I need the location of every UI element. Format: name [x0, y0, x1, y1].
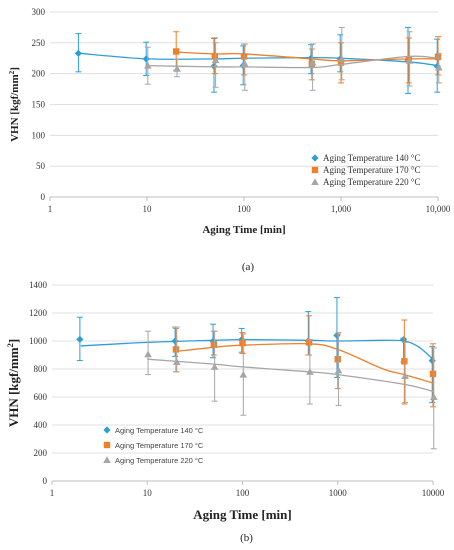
data-point [241, 60, 249, 67]
x-tick-label: 10000 [422, 488, 445, 498]
data-point [338, 55, 346, 62]
y-tick-label: 150 [32, 100, 46, 110]
data-point [240, 53, 248, 60]
y-tick-label: 0 [43, 476, 48, 486]
y-tick-label: 300 [32, 7, 46, 17]
data-point [209, 337, 217, 345]
x-tick-label: 1 [48, 204, 53, 214]
legend-entry: Aging Temperature 140 °C [323, 153, 421, 163]
legend-marker [103, 456, 111, 463]
legend-marker [311, 166, 319, 174]
y-tick-label: 250 [32, 38, 46, 48]
data-point [239, 339, 246, 347]
x-axis-label: Aging Time [min] [193, 507, 291, 522]
data-point [401, 372, 409, 379]
y-axis-label-close: ] [9, 67, 21, 71]
y-tick-label: 1000 [29, 336, 48, 346]
x-tick-label: 1 [50, 488, 55, 498]
y-tick-label: 200 [34, 448, 48, 458]
data-point [405, 56, 414, 64]
legend-entry: Aging Temperature 220 °C [323, 177, 421, 187]
data-point [211, 53, 219, 60]
y-tick-label: 800 [34, 364, 48, 374]
x-axis-label: Aging Time [min] [202, 224, 285, 236]
x-tick-label: 10 [143, 488, 153, 498]
data-point [74, 49, 82, 57]
y-axis-label: VHN [kgf/mm2] [8, 67, 21, 142]
data-point [401, 358, 408, 365]
data-point [306, 368, 314, 375]
data-point [172, 358, 181, 365]
y-tick-label: 200 [32, 69, 46, 79]
legend-entry: Aging Temperature 220 °C [115, 456, 204, 465]
trendline [146, 55, 439, 69]
data-point [429, 370, 437, 378]
data-point [239, 370, 248, 378]
caption: (a) [242, 261, 255, 273]
data-point [210, 363, 219, 370]
legend-entry: Aging Temperature 140 °C [115, 426, 204, 435]
x-tick-label: 100 [236, 488, 250, 498]
legend-entry: Aging Temperature 170 °C [115, 441, 204, 450]
data-point [334, 356, 341, 363]
data-point [76, 335, 84, 343]
x-tick-label: 1000 [329, 488, 348, 498]
x-tick-label: 10,000 [426, 204, 451, 214]
chart-a: 0 50 100 150 200 250 300 1 10 100 1,000 10,000 Aging… [8, 7, 451, 273]
y-axis-label: VHN [kgf/mm2] [5, 339, 21, 427]
data-point [172, 48, 180, 55]
data-point [308, 58, 317, 66]
data-point [434, 53, 442, 61]
legend-marker [103, 441, 111, 449]
legend-marker [103, 426, 111, 434]
data-point [399, 336, 408, 344]
y-tick-label: 400 [34, 420, 48, 430]
caption: (b) [240, 532, 253, 544]
y-axis-label-text: VHN [kgf/mm [9, 74, 21, 142]
series-1 [76, 297, 436, 404]
legend-marker [311, 154, 319, 162]
y-tick-label: 1400 [29, 280, 48, 290]
data-point [210, 341, 218, 348]
series-3 [144, 26, 443, 91]
data-point [430, 393, 438, 400]
x-tick-label: 100 [237, 204, 251, 214]
data-point [337, 59, 345, 66]
y-axis-label-sup: 2 [8, 70, 16, 74]
data-point [172, 346, 180, 353]
data-point [305, 339, 313, 346]
y-tick-label: 50 [36, 161, 46, 171]
data-point [144, 61, 152, 69]
legend-entry: Aging Temperature 170 °C [323, 165, 421, 175]
x-tick-label: 1,000 [331, 204, 352, 214]
y-tick-label: 1200 [29, 308, 48, 318]
y-axis-label-sup: 2 [5, 343, 15, 347]
data-point [333, 331, 341, 339]
data-point [144, 350, 152, 358]
x-tick-label: 10 [143, 204, 153, 214]
series-3 [144, 326, 438, 450]
data-point [334, 366, 343, 374]
y-tick-label: 100 [32, 130, 46, 140]
data-point [173, 64, 181, 72]
data-point [428, 357, 436, 365]
y-tick-label: 0 [41, 192, 46, 202]
data-point [435, 63, 443, 71]
y-tick-label: 600 [34, 392, 48, 402]
data-point [211, 56, 220, 64]
chart-b: 0 200 400 600 800 1000 1200 1400 1 10 100 1000 10000… [5, 280, 445, 544]
y-axis-label-text: VHN [kgf/mm [6, 347, 21, 427]
data-point [238, 336, 246, 344]
y-axis-label-close: ] [6, 339, 21, 343]
legend-marker [311, 178, 319, 185]
